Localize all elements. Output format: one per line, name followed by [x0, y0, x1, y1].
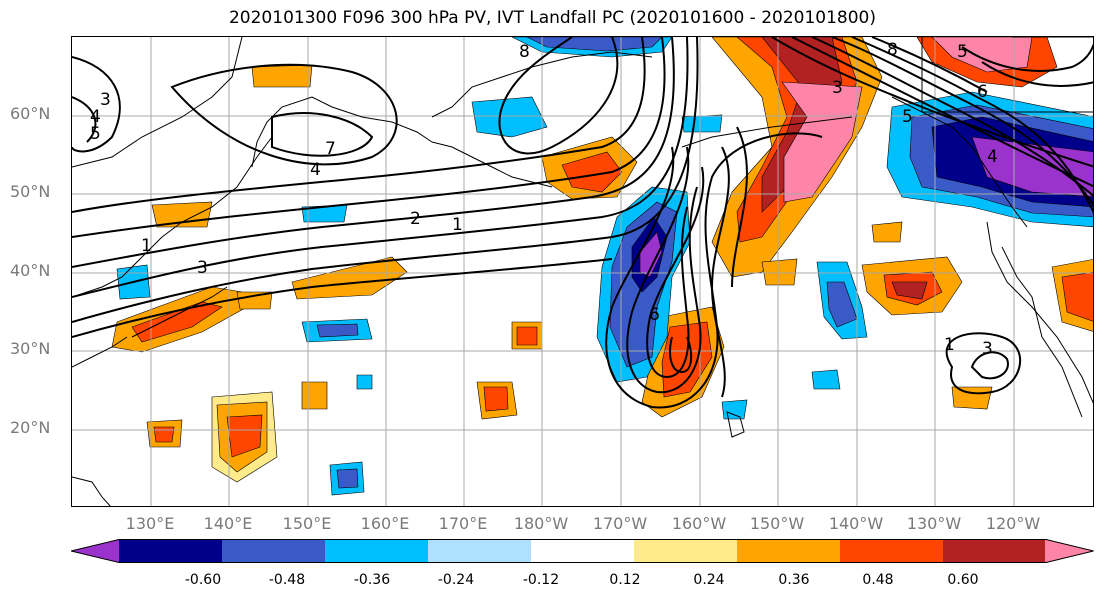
colorbar-label: -0.48 [268, 572, 306, 588]
lat-tick: 50°N [10, 182, 51, 201]
lat-tick: 60°N [10, 104, 51, 123]
colorbar-segment [428, 539, 532, 563]
colorbar-extend-min [71, 539, 120, 563]
colorbar-label: -0.24 [437, 572, 475, 588]
contour-label: 6 [649, 305, 660, 325]
colorbar-segment [943, 539, 1047, 563]
map-title: 2020101300 F096 300 hPa PV, IVT Landfall… [228, 8, 876, 28]
colorbar-segment [119, 539, 223, 563]
colorbar-label: -0.12 [522, 572, 560, 588]
contour-label: 5 [902, 107, 913, 127]
lon-tick: 160°W [671, 514, 727, 533]
colorbar-segment [222, 539, 326, 563]
colorbar-label: -0.36 [353, 572, 391, 588]
lon-tick: 160°E [360, 514, 410, 533]
lat-tick: 40°N [10, 261, 51, 280]
lon-tick: 150°W [749, 514, 805, 533]
contour-label: 2 [410, 209, 421, 229]
contour-label: 1 [452, 215, 463, 235]
lat-tick: 20°N [10, 418, 51, 437]
lon-tick: 180°W [513, 514, 569, 533]
contour-label: 4 [310, 160, 321, 180]
contour-labels: 3 4 5 7 4 2 1 3 1 6 1 3 8 3 8 5 6 5 4 [90, 40, 998, 359]
coastlines [72, 37, 1093, 506]
ivt-contours [72, 37, 1093, 409]
colorbar-segment [531, 539, 635, 563]
colorbar-segment [634, 539, 738, 563]
contour-label: 3 [197, 258, 208, 278]
lon-tick: 140°E [203, 514, 253, 533]
colorbar-segment [840, 539, 944, 563]
colorbar-label: 0.36 [778, 572, 810, 588]
lat-tick: 30°N [10, 339, 51, 358]
colorbar-label: 0.12 [609, 572, 641, 588]
lon-tick: 120°W [985, 514, 1041, 533]
contour-label: 3 [982, 339, 993, 359]
contour-label: 5 [957, 42, 968, 62]
contour-label: 3 [100, 90, 111, 110]
colorbar-outline [71, 539, 1094, 563]
contour-label: 3 [832, 78, 843, 98]
colorbar-label: 0.60 [947, 572, 979, 588]
contour-label: 1 [944, 335, 955, 355]
colorbar-extend-max [1045, 539, 1094, 563]
map-panel: 3 4 5 7 4 2 1 3 1 6 1 3 8 3 8 5 6 5 4 [71, 36, 1094, 507]
colorbar-segment [737, 539, 841, 563]
colorbar [71, 539, 1094, 563]
contour-label: 5 [90, 124, 101, 144]
contour-label: 4 [987, 147, 998, 167]
graticule [72, 37, 1093, 506]
contour-label: 7 [325, 139, 336, 159]
colorbar-label: -0.60 [184, 572, 222, 588]
contour-label: 8 [519, 42, 530, 62]
lon-tick: 140°W [828, 514, 884, 533]
colorbar-label: 0.24 [693, 572, 725, 588]
lon-tick: 170°E [438, 514, 488, 533]
map-canvas: 3 4 5 7 4 2 1 3 1 6 1 3 8 3 8 5 6 5 4 [72, 37, 1093, 506]
contour-label: 6 [977, 82, 988, 102]
colorbar-segment [325, 539, 429, 563]
contour-label: 1 [141, 236, 152, 256]
contour-label: 4 [90, 107, 101, 127]
lon-tick: 130°W [906, 514, 962, 533]
lon-tick: 170°W [592, 514, 648, 533]
lon-tick: 130°E [125, 514, 175, 533]
colorbar-label: 0.48 [862, 572, 894, 588]
contour-label: 8 [887, 40, 898, 60]
lon-tick: 150°E [282, 514, 332, 533]
